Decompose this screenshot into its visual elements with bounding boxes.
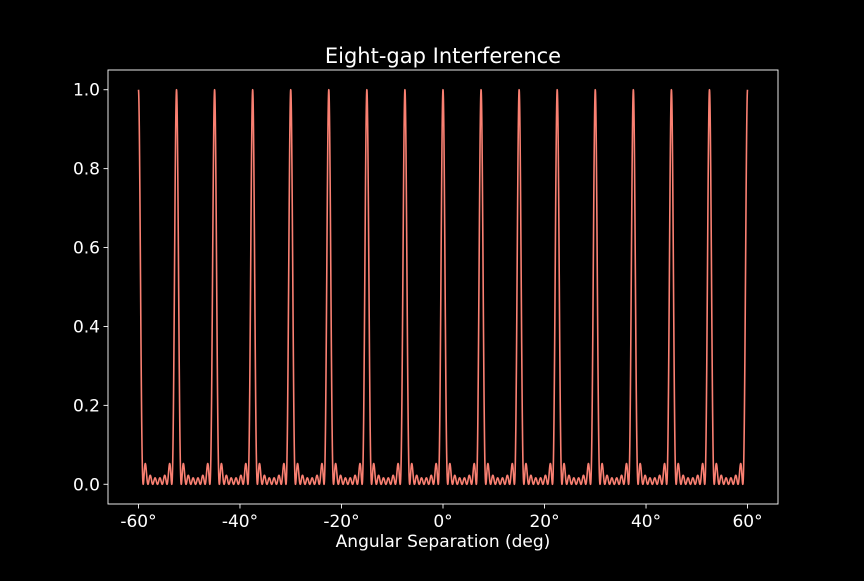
plot-frame: [107, 69, 779, 505]
x-tick-label: -20°: [323, 512, 359, 532]
y-axis-ticks: 0.0 0.2 0.4 0.6 0.8 1.0: [73, 81, 108, 495]
y-tick-label: 0.8: [73, 160, 100, 180]
x-axis-ticks: -60° -40° -20° 0° 20° 40° 60°: [120, 504, 763, 532]
x-tick-label: 0°: [433, 512, 452, 532]
y-tick-label: 0.4: [73, 317, 100, 337]
chart-title: Eight-gap Interference: [325, 44, 561, 68]
y-tick-label: 0.0: [73, 475, 100, 495]
x-tick-label: 60°: [732, 512, 762, 532]
y-tick-label: 0.6: [73, 239, 100, 259]
x-tick-label: 40°: [631, 512, 661, 532]
x-tick-label: 20°: [529, 512, 559, 532]
x-axis-label: Angular Separation (deg): [336, 532, 551, 552]
y-tick-label: 0.2: [73, 396, 100, 416]
x-tick-label: -60°: [120, 512, 156, 532]
series-line: [137, 88, 749, 486]
x-tick-label: -40°: [222, 512, 258, 532]
y-tick-label: 1.0: [73, 81, 100, 101]
